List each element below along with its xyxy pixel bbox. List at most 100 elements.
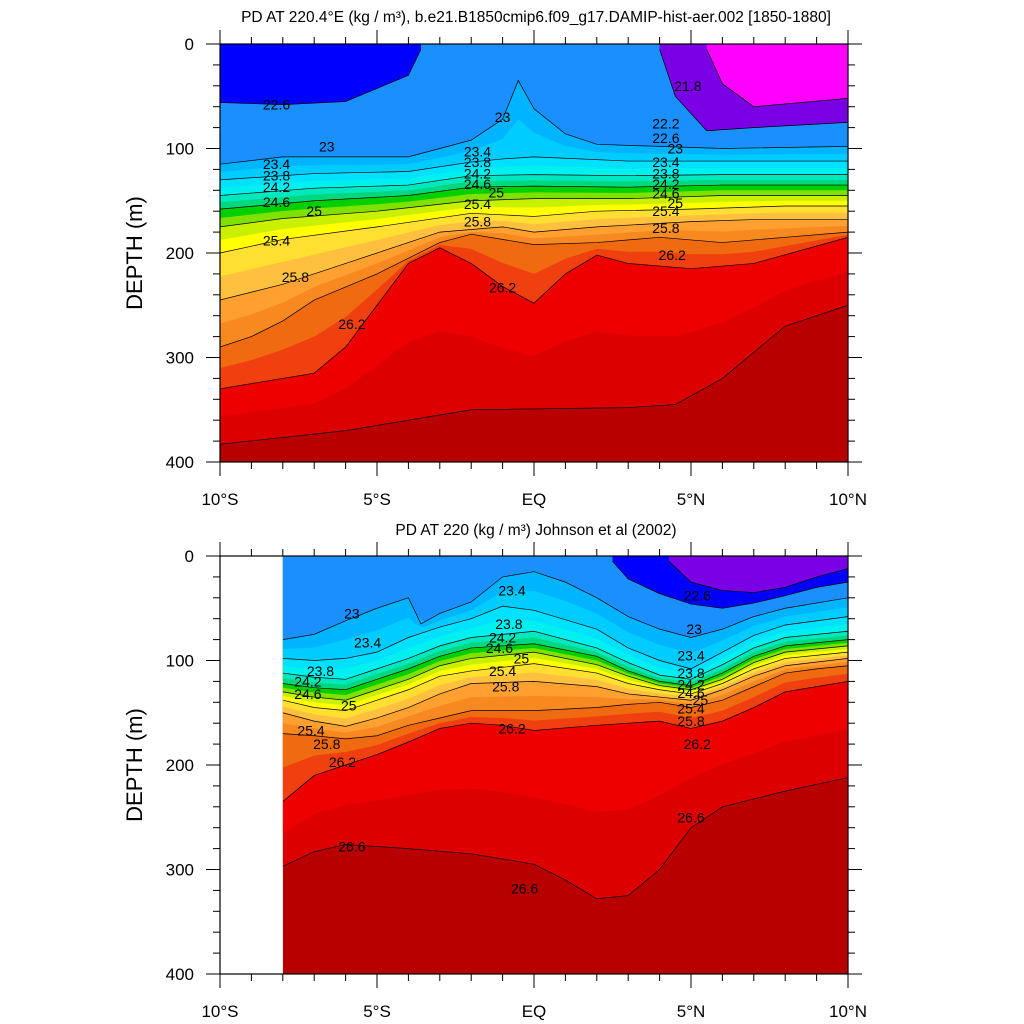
contour-line-24.2 — [220, 184, 848, 210]
contour-line-26.6 — [220, 304, 848, 445]
panel-model: PD AT 220.4°E (kg / m³), b.e21.B1850cmip… — [122, 9, 867, 509]
contour-label: 26.2 — [329, 754, 356, 770]
contour-label: 23 — [686, 621, 702, 637]
x-tick-label: 10°N — [829, 1002, 867, 1021]
contour-line-26.2 — [220, 236, 848, 390]
contour-label: 23.4 — [263, 156, 290, 172]
contour-labels: 22.62323.423.824.224.62525.425.826.22323… — [263, 78, 702, 332]
contour-label: 24.6 — [464, 176, 491, 192]
contour-label: 23.4 — [677, 647, 704, 663]
plot-area: 22.62323.423.824.224.62525.425.826.22323… — [166, 30, 867, 509]
contour-label: 23.8 — [495, 616, 522, 632]
contour-label: 23 — [495, 109, 511, 125]
contour-label: 25.8 — [282, 269, 309, 285]
contour-label: 26.6 — [511, 880, 538, 896]
contour-label: 24.6 — [486, 640, 513, 656]
contour-label: 24.2 — [464, 166, 491, 182]
contour-label: 26.6 — [677, 809, 704, 825]
chart-title: PD AT 220 (kg / m³) Johnson et al (2002) — [395, 522, 676, 539]
y-tick-label: 200 — [166, 756, 194, 775]
contour-label: 22.6 — [263, 97, 290, 113]
y-tick-label: 0 — [185, 35, 194, 54]
density-subband-25.6 — [220, 219, 848, 324]
density-subband-26.0 — [220, 232, 848, 368]
x-tick-label: 5°S — [363, 490, 391, 509]
x-tick-label: 10°S — [201, 490, 238, 509]
density-subband-24.4 — [220, 185, 848, 218]
contour-label: 24.2 — [677, 677, 704, 693]
density-subband-24.4 — [282, 639, 848, 695]
density-subband-25.2 — [282, 652, 848, 719]
density-band-22.6 — [220, 44, 421, 105]
contour-label: 23.8 — [652, 166, 679, 182]
contour-label: 24.2 — [489, 630, 516, 646]
plot-area: 2323.423.824.224.62525.425.826.223.423.8… — [166, 542, 867, 1021]
contour-line-21.8 — [706, 49, 848, 108]
contour-label: 25.8 — [492, 679, 519, 695]
density-subband-26.0 — [282, 665, 848, 768]
density-subband-25.2 — [220, 205, 848, 277]
contour-line-23.4 — [282, 605, 848, 670]
contour-label: 24.6 — [263, 194, 290, 210]
contour-line-25.4 — [282, 658, 848, 727]
contour-line-24.6 — [220, 195, 848, 228]
contour-label: 25.8 — [464, 214, 491, 230]
y-tick-label: 200 — [166, 244, 194, 263]
contour-label: 25.4 — [652, 203, 679, 219]
contour-line-22.6 — [612, 560, 848, 609]
contour-line-layer — [220, 49, 848, 445]
contour-label: 25.4 — [263, 232, 290, 248]
panel-observed: PD AT 220 (kg / m³) Johnson et al (2002)… — [122, 522, 867, 1021]
contour-line-23.8 — [282, 630, 848, 680]
density-band-21.8 — [706, 44, 848, 107]
contour-label: 25 — [668, 195, 684, 211]
contour-label: 25.4 — [489, 663, 516, 679]
density-subband-24.8 — [220, 195, 848, 240]
x-axis: 10°S 5°S EQ 5°N 10°N — [201, 30, 867, 509]
contour-line-layer — [282, 560, 848, 900]
contour-label: 25 — [693, 692, 709, 708]
contour-label: 25 — [514, 650, 530, 666]
contour-label: 25 — [306, 203, 322, 219]
y-tick-label: 300 — [166, 349, 194, 368]
density-subband-23.2 — [220, 80, 848, 173]
contour-fill-layer — [220, 44, 848, 462]
contour-label: 26.2 — [684, 736, 711, 752]
contour-label: 24.6 — [294, 686, 321, 702]
contour-label: 26.2 — [498, 720, 525, 736]
x-tick-label: 5°N — [677, 490, 706, 509]
contour-label: 23 — [344, 605, 360, 621]
contour-label: 25.8 — [652, 220, 679, 236]
contour-line-25.4 — [220, 219, 848, 301]
contour-line-23 — [282, 571, 848, 640]
x-tick-label: 5°N — [677, 1002, 706, 1021]
y-axis-label: DEPTH (m) — [122, 196, 147, 310]
contour-line-23 — [220, 79, 848, 165]
y-tick-label: 400 — [166, 965, 194, 984]
y-tick-label: 400 — [166, 453, 194, 472]
x-tick-label: EQ — [522, 1002, 547, 1021]
contour-labels: 2323.423.824.224.62525.425.826.223.423.8… — [294, 582, 711, 896]
density-subband-26.4 — [282, 681, 848, 834]
contour-label: 25.4 — [297, 723, 324, 739]
contour-label: 25 — [341, 697, 357, 713]
contour-line-22.2 — [668, 560, 848, 593]
contour-label: 25 — [489, 184, 505, 200]
contour-line-25 — [282, 651, 848, 712]
contour-label: 23 — [668, 141, 684, 157]
contour-label: 24.6 — [677, 685, 704, 701]
y-axis-label: DEPTH (m) — [122, 708, 147, 822]
contour-label: 26.2 — [338, 316, 365, 332]
density-band-22.2 — [669, 556, 848, 593]
contour-label: 22.6 — [684, 588, 711, 604]
density-subband-24.0 — [220, 174, 848, 203]
contour-label: 26.2 — [489, 279, 516, 295]
contour-label: 24.2 — [294, 673, 321, 689]
contour-label: 23.4 — [354, 635, 381, 651]
x-axis: 10°S 5°S EQ 5°N 10°N — [201, 542, 867, 1021]
contour-label: 24.2 — [652, 176, 679, 192]
chart-title: PD AT 220.4°E (kg / m³), b.e21.B1850cmip… — [241, 9, 831, 26]
x-tick-label: 5°S — [363, 1002, 391, 1021]
contour-line-23.4 — [220, 156, 848, 181]
